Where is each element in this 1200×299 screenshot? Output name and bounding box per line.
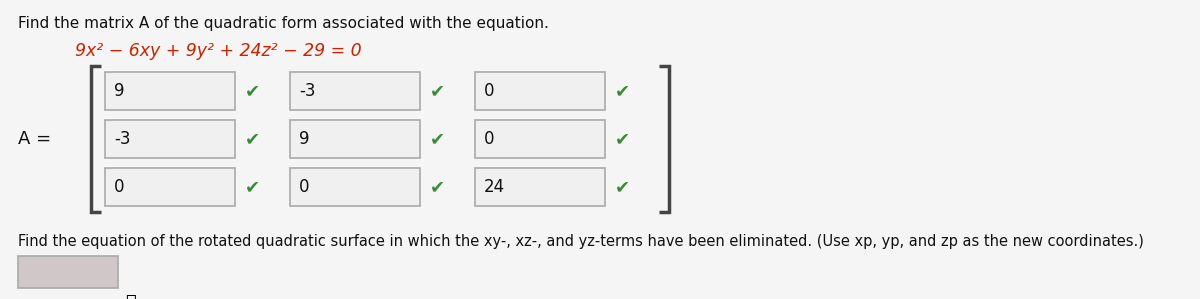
Text: -3: -3 xyxy=(114,130,131,148)
Text: 24: 24 xyxy=(484,178,505,196)
Text: ✔: ✔ xyxy=(430,82,445,100)
Text: Find the matrix A of the quadratic form associated with the equation.: Find the matrix A of the quadratic form … xyxy=(18,16,548,31)
Text: ✔: ✔ xyxy=(616,130,630,148)
Text: 0: 0 xyxy=(484,82,494,100)
Text: ✔: ✔ xyxy=(245,178,260,196)
FancyBboxPatch shape xyxy=(106,72,235,110)
FancyBboxPatch shape xyxy=(475,72,605,110)
FancyBboxPatch shape xyxy=(106,168,235,206)
FancyBboxPatch shape xyxy=(290,120,420,158)
FancyBboxPatch shape xyxy=(106,120,235,158)
Text: 9x² − 6xy + 9y² + 24z² − 29 = 0: 9x² − 6xy + 9y² + 24z² − 29 = 0 xyxy=(74,42,361,60)
Text: Find the equation of the rotated quadratic surface in which the xy-, xz-, and yz: Find the equation of the rotated quadrat… xyxy=(18,234,1144,249)
Text: 0: 0 xyxy=(299,178,310,196)
FancyBboxPatch shape xyxy=(290,72,420,110)
FancyBboxPatch shape xyxy=(475,120,605,158)
Text: ✔: ✔ xyxy=(430,130,445,148)
FancyBboxPatch shape xyxy=(18,256,118,288)
Text: ✔: ✔ xyxy=(616,82,630,100)
Text: ✔: ✔ xyxy=(430,178,445,196)
Text: 0: 0 xyxy=(484,130,494,148)
Text: ✔: ✔ xyxy=(616,178,630,196)
Text: ✔: ✔ xyxy=(245,82,260,100)
Text: ✔: ✔ xyxy=(245,130,260,148)
Text: -3: -3 xyxy=(299,82,316,100)
Text: 9: 9 xyxy=(114,82,125,100)
FancyBboxPatch shape xyxy=(290,168,420,206)
Text: ⮤: ⮤ xyxy=(125,294,136,299)
Text: 0: 0 xyxy=(114,178,125,196)
Text: 9: 9 xyxy=(299,130,310,148)
Text: A =: A = xyxy=(18,130,50,148)
FancyBboxPatch shape xyxy=(475,168,605,206)
